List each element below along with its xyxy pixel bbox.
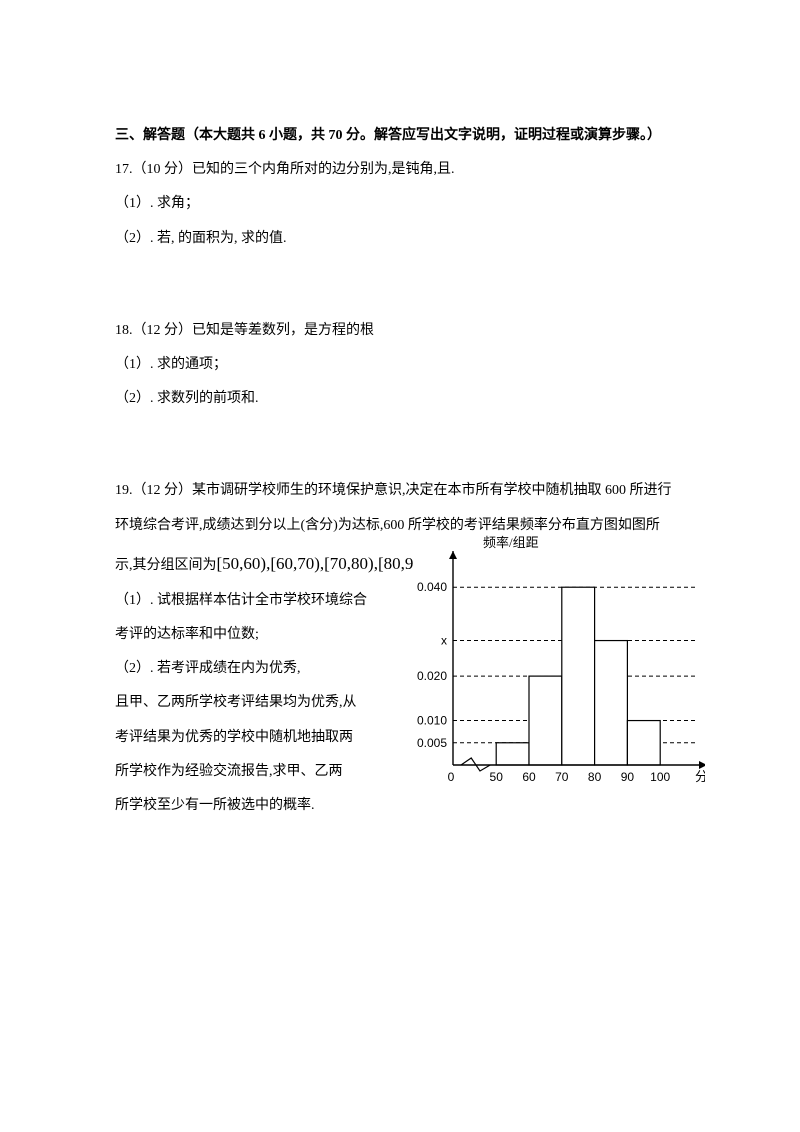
q17-stem: 17.（10 分）已知的三个内角所对的边分别为,是钝角,且.: [115, 154, 685, 186]
q19-p1b: 考评的达标率和中位数;: [115, 619, 375, 651]
q19-p2c: 考评结果为优秀的学校中随机地抽取两: [115, 722, 375, 754]
q19-p2e: 所学校至少有一所被选中的概率.: [115, 790, 375, 822]
q19-p2b: 且甲、乙两所学校考评结果均为优秀,从: [115, 687, 375, 719]
frequency-histogram: 0.040 x 0.020 0.010 0.005 0 50 60 70 80 90 100 频率/组距…: [395, 535, 705, 795]
q18-stem: 18.（12 分）已知是等差数列，是方程的根: [115, 315, 685, 347]
svg-text:0.010: 0.010: [417, 714, 447, 728]
svg-text:0.040: 0.040: [417, 581, 447, 595]
svg-text:0: 0: [448, 770, 455, 784]
svg-text:90: 90: [621, 770, 635, 784]
q17-part1: （1）. 求角；: [115, 188, 685, 220]
svg-text:0.020: 0.020: [417, 669, 447, 683]
svg-text:60: 60: [522, 770, 536, 784]
svg-text:80: 80: [588, 770, 602, 784]
svg-text:x: x: [441, 634, 447, 648]
svg-text:70: 70: [555, 770, 569, 784]
q18-part1: （1）. 求的通项；: [115, 349, 685, 381]
q19-line3-prefix: 示,其分组区间为: [115, 558, 217, 573]
q19-intervals: [50,60),[60,70),[70,80),[80,9: [217, 554, 414, 573]
svg-text:频率/组距: 频率/组距: [483, 535, 539, 550]
q19-p2a: （2）. 若考评成绩在内为优秀,: [115, 653, 375, 685]
svg-text:0.005: 0.005: [417, 736, 447, 750]
q17-part2: （2）. 若, 的面积为, 求的值.: [115, 223, 685, 255]
q19-line1: 19.（12 分）某市调研学校师生的环境保护意识,决定在本市所有学校中随机抽取 …: [115, 475, 685, 507]
svg-text:100: 100: [650, 770, 670, 784]
svg-text:50: 50: [490, 770, 504, 784]
q19-p2d: 所学校作为经验交流报告,求甲、乙两: [115, 756, 375, 788]
q18-part2: （2）. 求数列的前项和.: [115, 383, 685, 415]
q19-p1a: （1）. 试根据样本估计全市学校环境综合: [115, 585, 375, 617]
svg-text:分值: 分值: [695, 769, 705, 784]
section-header: 三、解答题（本大题共 6 小题，共 70 分。解答应写出文字说明，证明过程或演算…: [115, 120, 685, 152]
